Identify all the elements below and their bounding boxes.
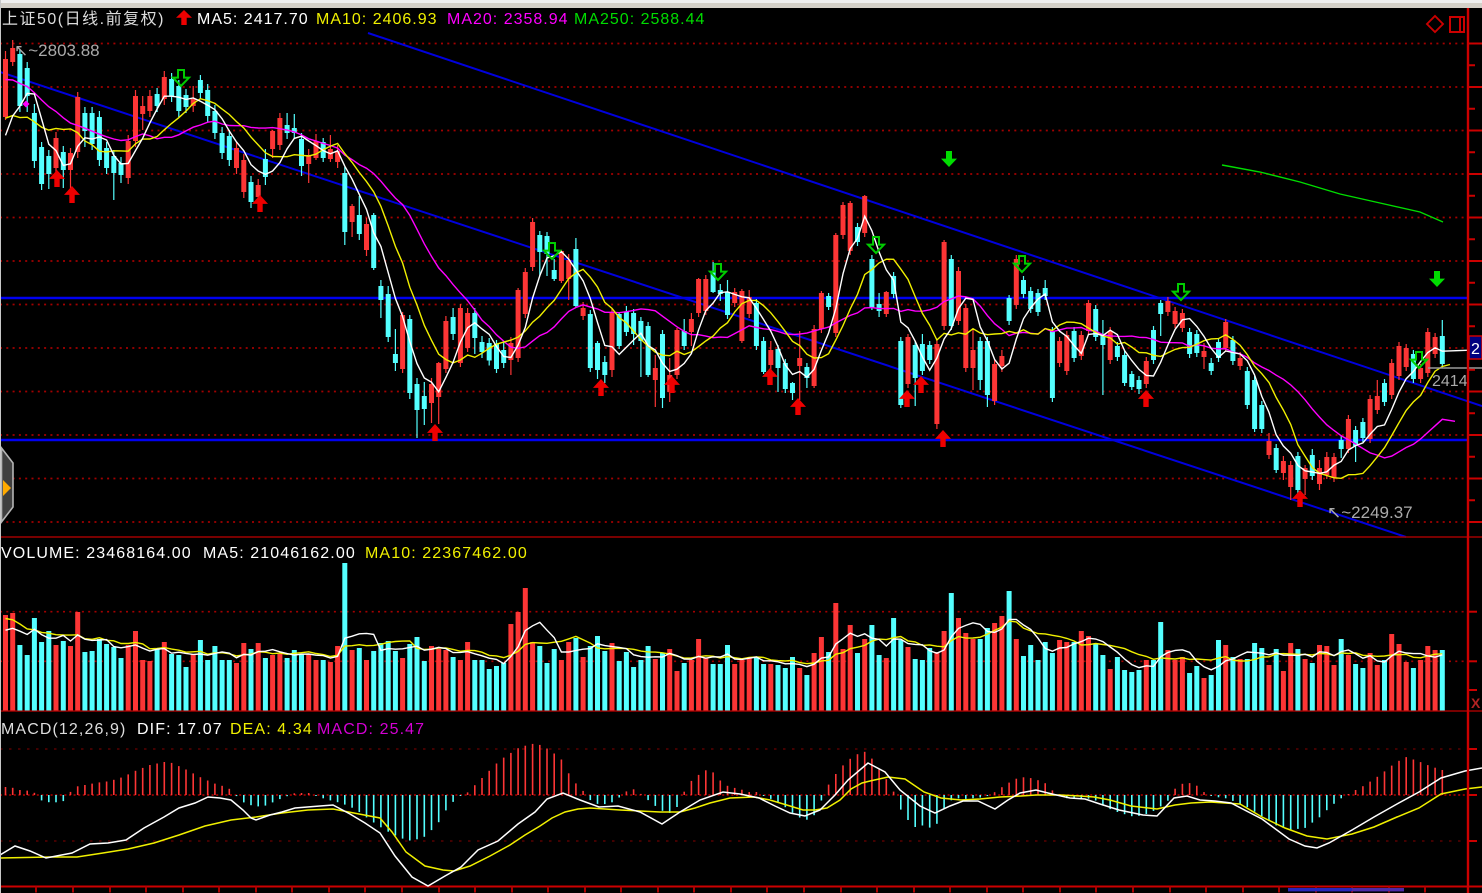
svg-text:VOLUME: 23468164.00: VOLUME: 23468164.00: [1, 545, 192, 562]
svg-text:2: 2: [1471, 341, 1480, 358]
svg-text:MA5: 2417.70: MA5: 2417.70: [197, 11, 309, 28]
svg-text:MA250: 2588.44: MA250: 2588.44: [574, 11, 705, 28]
svg-text:MACD: 25.47: MACD: 25.47: [317, 721, 425, 738]
svg-text:↖~2803.88: ↖~2803.88: [14, 41, 100, 60]
svg-text:X: X: [1471, 695, 1481, 711]
svg-text:MA10: 2406.93: MA10: 2406.93: [316, 11, 438, 28]
svg-text:上证50(日线.前复权): 上证50(日线.前复权): [2, 10, 165, 28]
svg-text:DIF: 17.07: DIF: 17.07: [137, 721, 223, 738]
svg-text:MA5: 21046162.00: MA5: 21046162.00: [203, 545, 356, 562]
svg-text:MA20: 2358.94: MA20: 2358.94: [447, 11, 569, 28]
svg-text:DEA: 4.34: DEA: 4.34: [230, 721, 313, 738]
svg-text:MA10: 22367462.00: MA10: 22367462.00: [365, 545, 528, 562]
svg-text:MACD(12,26,9): MACD(12,26,9): [1, 721, 126, 738]
svg-text:2414: 2414: [1432, 373, 1468, 390]
svg-text:↖~2249.37: ↖~2249.37: [1327, 503, 1413, 522]
